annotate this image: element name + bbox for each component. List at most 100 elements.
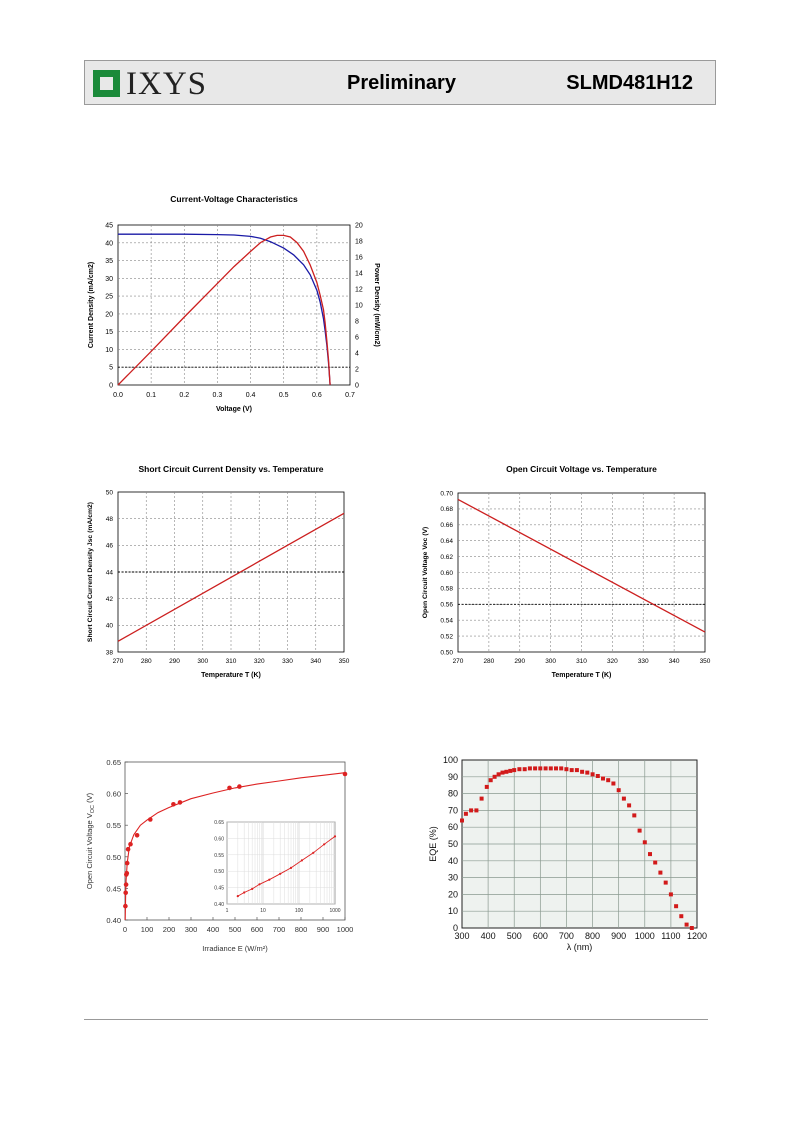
- x-tick-label: 320: [607, 658, 618, 665]
- data-point: [653, 860, 658, 865]
- y-tick-label: 100: [443, 755, 458, 765]
- inset-data-point: [300, 859, 303, 862]
- data-point: [554, 766, 558, 771]
- y-tick-label: 40: [106, 623, 114, 630]
- data-point: [559, 766, 564, 771]
- y-tick-label: 0.50: [440, 649, 453, 656]
- data-point: [611, 781, 616, 786]
- y-tick-label: 0.55: [106, 821, 121, 830]
- data-point: [601, 776, 605, 781]
- data-point: [479, 796, 484, 801]
- x-tick-label: 400: [481, 931, 496, 941]
- data-point: [674, 904, 679, 909]
- data-point: [627, 803, 632, 808]
- data-point: [504, 769, 509, 774]
- y2-tick-label: 2: [355, 367, 359, 374]
- inset-data-point: [323, 843, 326, 846]
- y2-tick-label: 16: [355, 255, 363, 262]
- x-tick-label: 0.2: [179, 392, 189, 399]
- voc-vs-temperature-chart: Open Circuit Voltage vs. Temperature 270 2…: [422, 464, 711, 679]
- data-point: [637, 828, 642, 833]
- data-point: [488, 778, 493, 783]
- x-tick-label: 0.5: [279, 392, 289, 399]
- y-tick-label: 42: [106, 596, 114, 603]
- y-tick-label: 0.65: [106, 758, 121, 767]
- y-tick-label: 35: [105, 258, 113, 265]
- data-point: [134, 833, 140, 838]
- y-tick-label: 70: [448, 805, 458, 815]
- y-tick-label: 0.50: [106, 853, 121, 862]
- x-tick-label: 300: [185, 925, 198, 934]
- x-tick-label: 300: [545, 658, 556, 665]
- x-tick-label: 500: [229, 925, 242, 934]
- document-status: Preliminary: [347, 72, 456, 94]
- x-tick-label: 600: [251, 925, 264, 934]
- x-tick-label: 310: [226, 658, 237, 665]
- inset-data-point: [251, 887, 254, 890]
- data-point: [569, 768, 574, 773]
- inset-data-point: [268, 878, 271, 881]
- x-tick-label: 270: [453, 658, 464, 665]
- data-point: [177, 800, 183, 805]
- inset-x-tick-label: 100: [295, 908, 304, 914]
- logo-text: IXYS: [126, 66, 208, 102]
- data-point: [590, 772, 595, 777]
- logo-mark-icon: [93, 70, 120, 97]
- x-tick-label: 0.6: [312, 392, 322, 399]
- inset-data-point: [236, 895, 239, 898]
- y-tick-label: 0.60: [106, 790, 121, 799]
- y2-tick-label: 6: [355, 335, 359, 342]
- data-point: [595, 774, 600, 778]
- x-tick-label: 800: [295, 925, 308, 934]
- inset-x-tick-label: 1: [226, 908, 229, 914]
- y-tick-label: 50: [448, 839, 458, 849]
- data-point: [124, 860, 130, 866]
- data-point: [469, 808, 474, 813]
- y-axis-label-subscript: OC: [90, 805, 96, 813]
- y2-tick-label: 10: [355, 303, 363, 310]
- chart-title: Short Circuit Current Density vs. Temper…: [139, 464, 324, 474]
- x-axis-label: Voltage (V): [216, 406, 252, 413]
- data-point: [123, 903, 128, 909]
- x-tick-label: 280: [141, 658, 152, 665]
- x-tick-label: 350: [339, 658, 350, 665]
- inset-x-tick-label: 10: [260, 908, 266, 914]
- data-point: [123, 882, 129, 887]
- inset-y-tick-label: 0.45: [214, 886, 224, 892]
- data-point: [517, 767, 522, 772]
- x-tick-label: 0.0: [113, 392, 123, 399]
- data-point: [124, 870, 130, 876]
- y-axis-label: Current Density (mA/cm2): [88, 262, 95, 348]
- data-point: [496, 772, 501, 777]
- y-axis-label-main: Open Circuit Voltage V: [85, 813, 94, 889]
- data-point: [616, 788, 621, 793]
- data-point: [585, 770, 590, 775]
- x-tick-label: 270: [113, 658, 124, 665]
- x-tick-label: 900: [317, 925, 330, 934]
- inset-data-point: [279, 872, 282, 875]
- y-tick-label: 0.54: [440, 618, 453, 625]
- y-tick-label: 60: [448, 822, 458, 832]
- data-point: [564, 767, 569, 772]
- inset-y-tick-label: 0.40: [214, 902, 224, 908]
- y-tick-label: 0.62: [440, 554, 453, 561]
- inset-data-point: [243, 891, 246, 894]
- x-axis-label: Temperature T (K): [552, 672, 612, 679]
- data-point: [689, 926, 694, 930]
- data-point: [171, 802, 176, 807]
- y-tick-label: 46: [106, 543, 114, 550]
- footer-divider: [84, 1019, 708, 1020]
- y-tick-label: 0.58: [440, 586, 453, 593]
- data-point: [658, 870, 663, 875]
- data-point: [538, 766, 543, 771]
- x-axis-label: λ (nm): [567, 942, 593, 952]
- data-point: [500, 770, 505, 775]
- jsc-vs-temperature-chart: Short Circuit Current Density vs. Temper…: [87, 464, 350, 679]
- data-point: [580, 769, 585, 774]
- data-point: [460, 818, 464, 823]
- x-tick-label: 290: [169, 658, 180, 665]
- y-tick-label: 15: [105, 329, 113, 336]
- x-tick-label: 100: [141, 925, 154, 934]
- y-axis-label: EQE (%): [428, 826, 438, 862]
- data-point: [684, 922, 689, 927]
